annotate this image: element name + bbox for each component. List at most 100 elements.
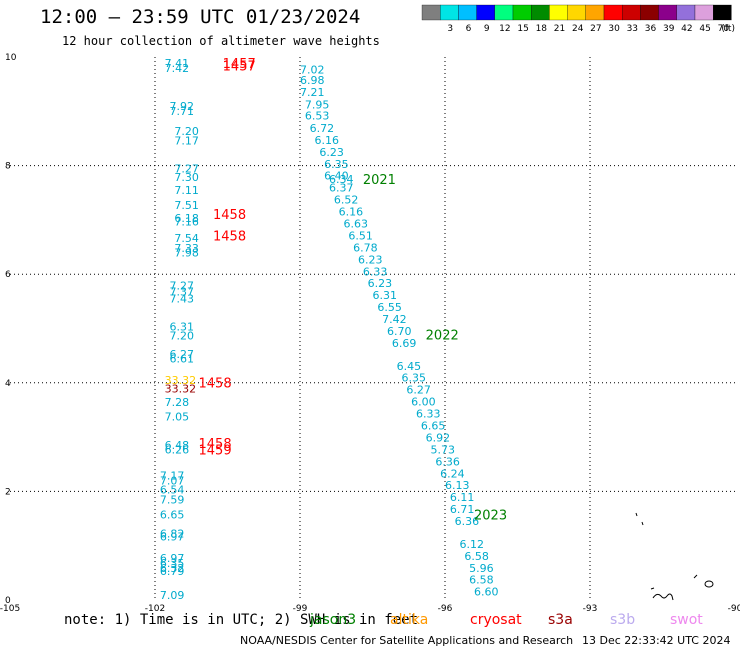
wave-height-label: 7.92 [170,100,195,113]
wave-height-label: 6.16 [339,206,364,219]
wave-height-label: 7.98 [174,246,199,259]
wave-height-label: 6.58 [464,550,489,563]
wave-height-label: 5.96 [469,562,494,575]
x-tick-label: -99 [293,604,308,614]
wave-height-label: 6.53 [305,109,330,122]
wave-height-label: 6.33 [363,265,388,278]
color-scale-swatch [494,4,514,21]
coastline-shore [652,593,674,601]
wave-height-label: 6.63 [344,218,369,231]
color-scale-swatch [440,4,459,21]
pass-time-label: 1457 [223,60,256,75]
wave-height-label: 6.79 [160,565,185,578]
wave-height-label: 6.55 [377,301,402,314]
wave-height-label: 6.11 [450,491,475,504]
pass-time-label: 2022 [426,328,459,343]
color-scale-legend: 3 6 9 12 15 18 21 24 27 30 33 36 39 42 45 70(ft) [421,4,735,34]
wave-height-label: 6.78 [353,241,378,254]
color-scale-swatch [567,4,586,21]
wave-height-label: 6.36 [435,455,460,468]
wave-height-label: 6.60 [474,586,499,599]
wave-height-label: 7.20 [174,125,199,138]
wave-height-label: 6.00 [411,396,436,409]
coastline-layer [635,512,714,601]
wave-height-label: 7.11 [174,184,199,197]
satellite-legend-item: altika [390,612,429,628]
x-tick-label: -90 [728,604,740,614]
marks-layer: 7.417.427.927.717.207.177.277.307.117.51… [160,57,507,602]
wave-height-label: 6.35 [160,557,185,570]
wave-height-label: 6.31 [170,321,195,334]
wave-height-label: 6.52 [334,194,359,207]
y-tick-label: 2 [5,487,11,497]
color-scale-swatch [694,4,714,21]
wave-height-label: 6.98 [300,74,325,87]
wave-height-label: 7.17 [174,134,199,147]
wave-height-label: 6.34 [329,173,354,186]
wave-height-label: 7.20 [170,329,195,342]
color-scale-swatch [549,4,568,21]
color-scale-swatch [512,4,532,21]
wave-height-label: 7.09 [160,589,185,602]
wave-height-label: 6.18 [174,212,199,225]
wave-height-label: 6.97 [160,530,185,543]
color-scale-label: 12 [499,24,510,34]
pass-time-label: 1459 [199,443,232,458]
wave-height-label: 6.61 [170,353,195,366]
footer-note: note: 1) Time is in UTC; 2) SWH is in fe… [64,612,419,628]
color-scale-swatch [476,4,495,21]
color-scale-swatch [458,4,477,21]
y-tick-label: 0 [5,596,11,606]
wave-height-label: 7.17 [160,469,185,482]
satellite-legend-item: s3a [548,612,573,628]
wave-height-label: 7.59 [160,493,185,506]
wave-height-label: 7.27 [174,163,199,176]
wave-height-label: 6.65 [160,509,185,522]
wave-height-label: 7.51 [174,199,199,212]
wave-height-label: 6.70 [387,325,412,338]
wave-height-label: 6.40 [324,170,349,183]
wave-height-label: 6.26 [165,443,190,456]
coastline-island [704,580,714,588]
color-scale-swatch [531,4,550,21]
wave-height-label: 5.73 [431,443,456,456]
wave-height-label: 7.42 [165,62,190,75]
wave-height-label: 7.27 [170,279,195,292]
wave-height-label: 6.27 [406,384,431,397]
coastline-island [650,587,655,590]
color-scale-label: 33 [627,24,638,34]
color-scale-swatch [585,4,605,21]
pass-time-label: 1458 [213,208,246,223]
x-tick-label: -93 [583,604,598,614]
y-tick-label: 8 [5,162,11,172]
color-scale-label: 30 [608,24,620,34]
wave-height-label: 6.32 [160,562,185,575]
pass-time-label: 1458 [213,230,246,245]
pass-time-label: 1457 [223,57,256,72]
coastline-island [635,512,638,517]
wave-height-label: 6.27 [170,348,195,361]
wave-height-label: 7.16 [174,215,199,228]
color-scale-label: 45 [699,24,710,34]
pass-time-label: 2023 [474,509,507,524]
y-tick-label: 10 [5,53,17,63]
wave-height-label: 7.33 [174,242,199,255]
wave-height-label: 6.36 [455,515,480,528]
chart-title: 12:00 – 23:59 UTC 01/23/2024 [40,6,361,28]
color-scale-swatch [421,4,441,21]
grid-layer [10,57,735,600]
wave-height-label: 6.12 [460,538,485,551]
wave-height-label: 6.35 [402,372,427,385]
wave-height-label: 6.72 [310,122,335,135]
wave-height-label: 6.82 [160,528,185,541]
wave-height-label: 7.42 [382,313,407,326]
color-scale-label: 15 [517,24,528,34]
color-scale-label: 36 [645,24,657,34]
wave-height-label: 6.24 [440,467,465,480]
satellite-legend-item: jason3 [310,612,357,628]
wave-height-label: 6.69 [392,337,417,350]
pass-time-label: 1458 [199,437,232,452]
pass-time-label: 2021 [363,173,396,188]
color-scale-label: 24 [572,24,584,34]
